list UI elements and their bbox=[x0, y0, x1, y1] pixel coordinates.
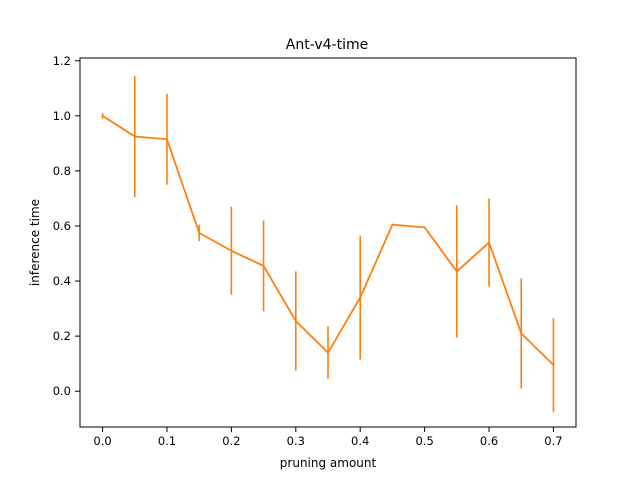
data-point bbox=[520, 332, 523, 335]
data-point bbox=[230, 249, 233, 252]
data-point bbox=[391, 223, 394, 226]
x-axis: 0.0 0.1 0.2 0.3 0.4 0.5 0.6 0.7 bbox=[93, 427, 563, 448]
plot-frame bbox=[79, 57, 577, 428]
plot-area bbox=[101, 75, 555, 412]
chart-title: Ant-v4-time bbox=[286, 37, 369, 53]
x-tick-label: 0.1 bbox=[158, 434, 176, 448]
y-tick-label: 0.6 bbox=[53, 219, 71, 233]
data-point bbox=[133, 135, 136, 138]
y-tick-label: 0.0 bbox=[53, 384, 71, 398]
data-point bbox=[101, 114, 104, 117]
data-point bbox=[423, 226, 426, 229]
x-axis-label: pruning amount bbox=[280, 456, 377, 470]
data-point bbox=[455, 270, 458, 273]
x-tick-label: 0.0 bbox=[93, 434, 111, 448]
series-group bbox=[101, 75, 555, 412]
data-point bbox=[198, 231, 201, 234]
x-tick-label: 0.5 bbox=[415, 434, 433, 448]
y-tick-label: 1.2 bbox=[53, 54, 71, 68]
y-axis: 0.0 0.2 0.4 0.6 0.8 1.0 1.2 bbox=[53, 54, 80, 398]
x-tick-label: 0.6 bbox=[480, 434, 498, 448]
y-tick-label: 1.0 bbox=[53, 109, 71, 123]
x-tick-label: 0.2 bbox=[222, 434, 240, 448]
data-point bbox=[359, 296, 362, 299]
data-point bbox=[262, 264, 265, 267]
y-tick-label: 0.4 bbox=[53, 274, 71, 288]
data-point bbox=[327, 351, 329, 354]
data-point bbox=[294, 319, 297, 322]
x-tick-label: 0.4 bbox=[351, 434, 369, 448]
data-point bbox=[552, 364, 555, 367]
y-tick-label: 0.8 bbox=[53, 164, 71, 178]
y-axis-label: inference time bbox=[28, 199, 42, 286]
x-tick-label: 0.3 bbox=[287, 434, 305, 448]
data-point bbox=[165, 138, 168, 141]
data-point bbox=[488, 241, 491, 244]
x-tick-label: 0.7 bbox=[544, 434, 562, 448]
y-tick-label: 0.2 bbox=[53, 329, 71, 343]
